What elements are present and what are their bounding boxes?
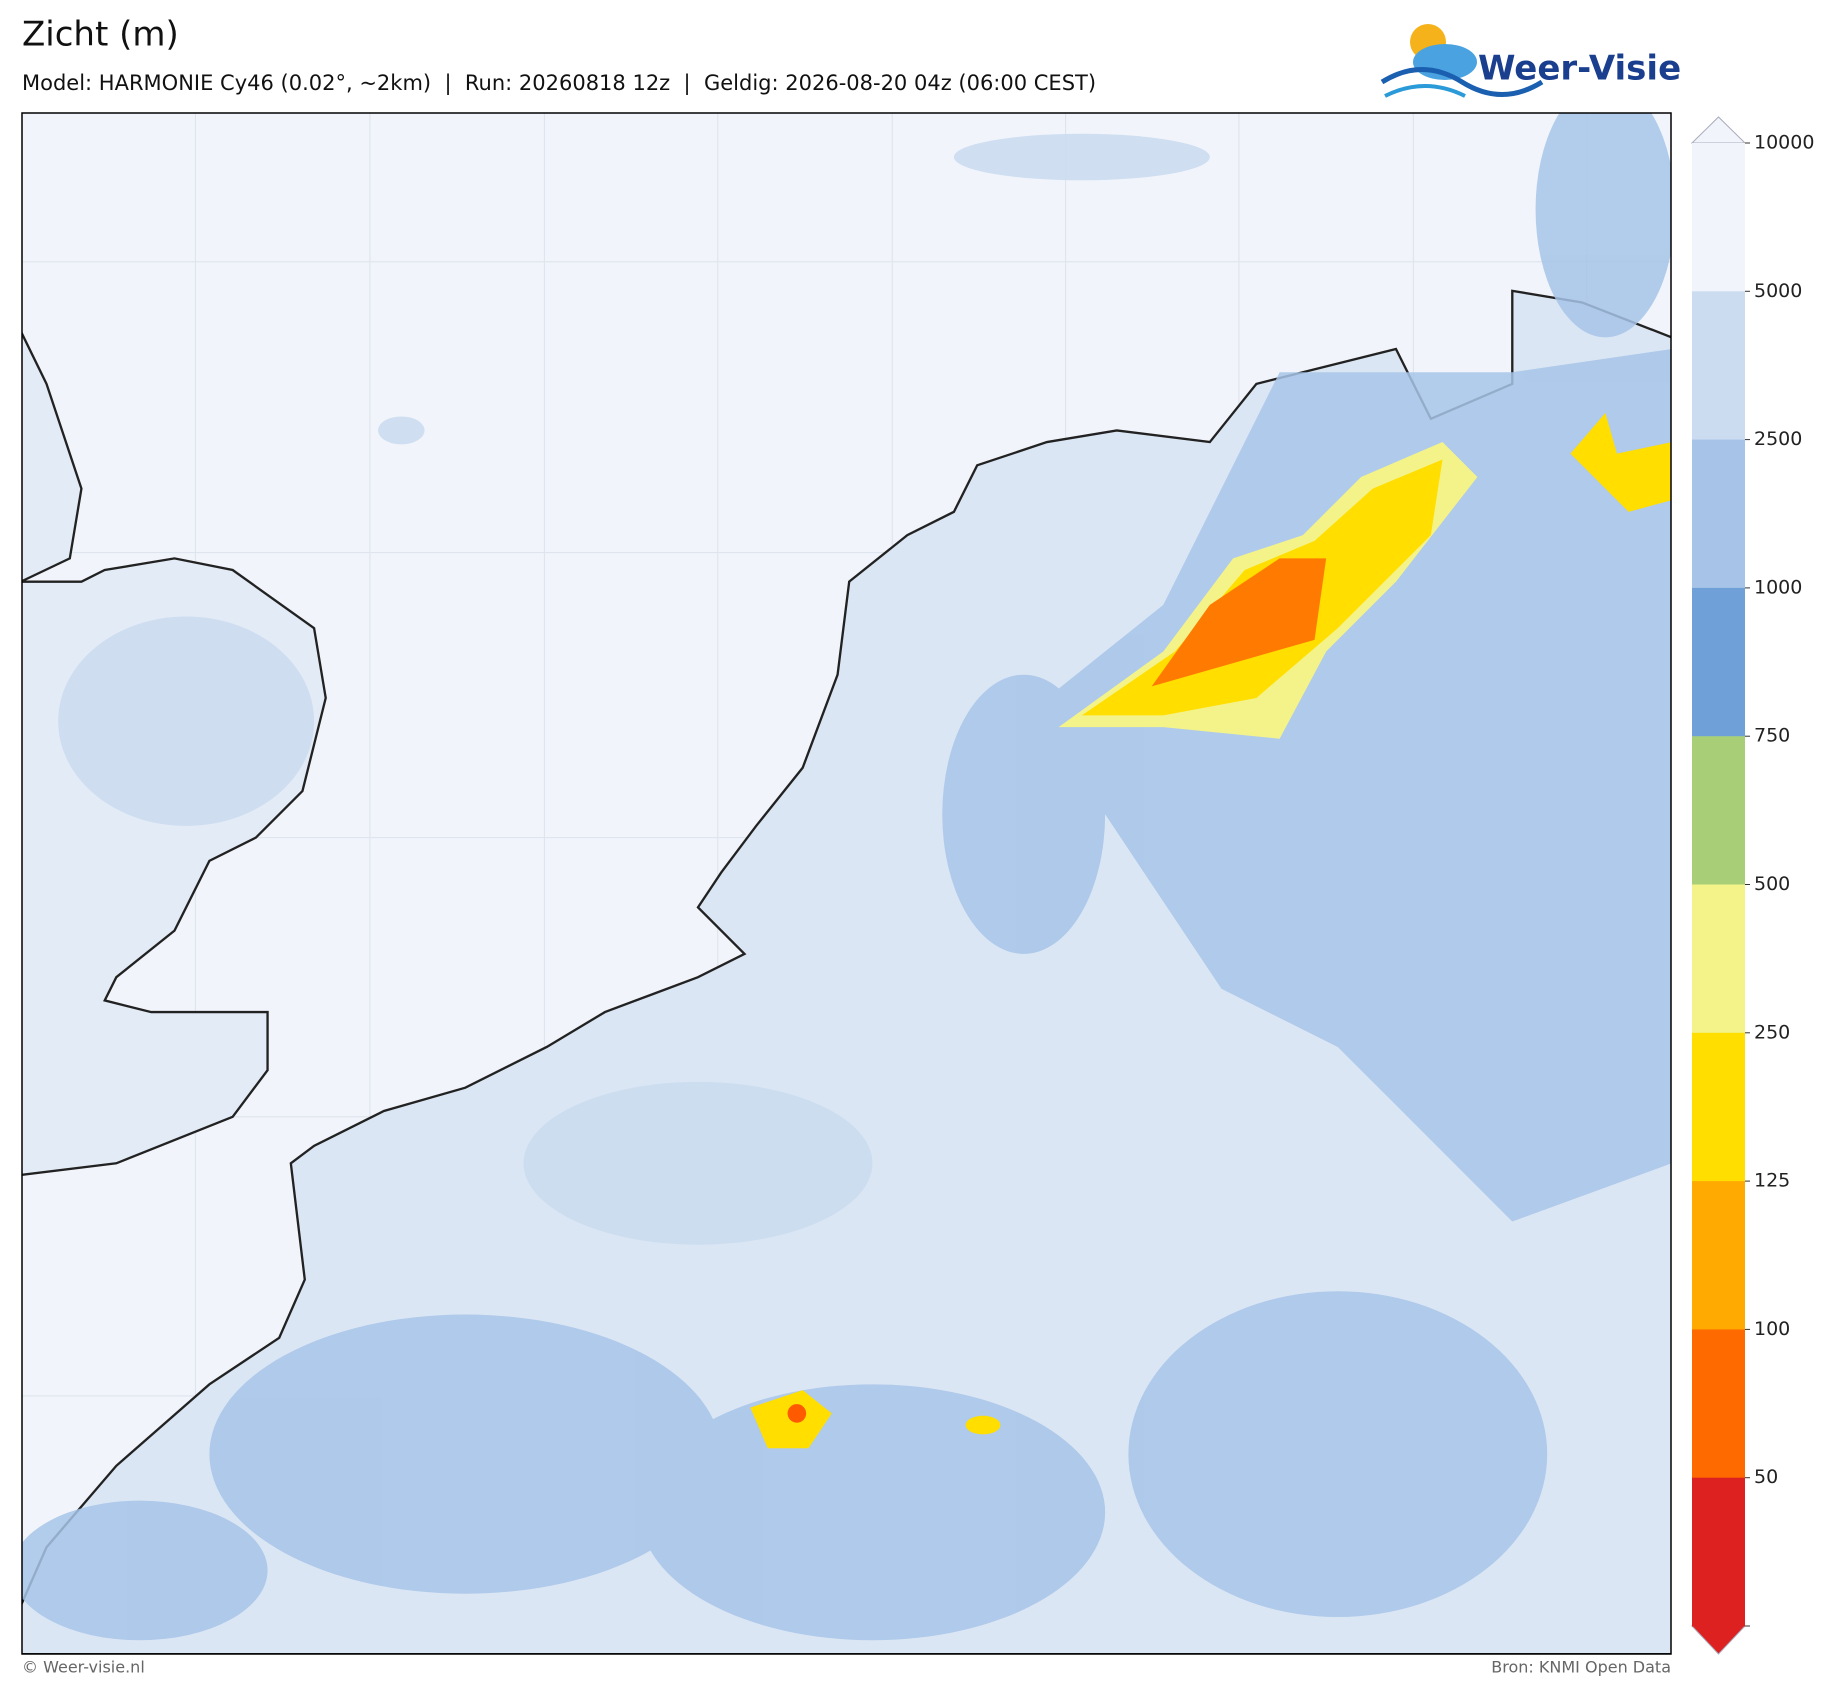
title: Zicht (m) <box>22 15 179 55</box>
colorbar-label: 2500 <box>1754 428 1802 450</box>
colorbar-label: 50 <box>1754 1466 1778 1488</box>
colorbar-label: 125 <box>1754 1170 1790 1192</box>
colorbar-label: 100 <box>1754 1318 1790 1340</box>
map <box>22 113 1671 1654</box>
colorbar-label: 500 <box>1754 873 1790 895</box>
visibility-blobs <box>22 113 1671 1641</box>
logo-wave <box>1380 67 1544 97</box>
logo-wave <box>1384 84 1466 98</box>
colorbar-extend-bottom <box>1690 1625 1747 1655</box>
colorbar-band <box>1692 1032 1745 1182</box>
colorbar: 10000 5000 2500 1000 750 500 250 125 100 50 <box>1690 116 1814 1655</box>
footer-right: Bron: KNMI Open Data <box>1491 1658 1671 1677</box>
colorbar-band <box>1692 1329 1745 1479</box>
logo-text: Weer-Visie <box>1478 49 1681 89</box>
colorbar-band <box>1692 884 1745 1034</box>
footer-left: © Weer-visie.nl <box>22 1658 145 1677</box>
logo: Weer-Visie <box>1380 24 1681 98</box>
low-visibility-area <box>965 1415 1001 1435</box>
colorbar-label: 750 <box>1754 725 1790 747</box>
map-content <box>22 113 1671 1654</box>
colorbar-label: 10000 <box>1754 132 1814 154</box>
colorbar-label: 250 <box>1754 1021 1790 1043</box>
colorbar-label: 1000 <box>1754 576 1802 598</box>
low-visibility-area <box>787 1404 807 1423</box>
colorbar-band <box>1692 291 1745 441</box>
colorbar-band <box>1692 1181 1745 1330</box>
colorbar-extend-top <box>1690 116 1747 144</box>
low-visibility-area <box>1151 558 1327 687</box>
colorbar-band <box>1692 439 1745 589</box>
colorbar-band <box>1692 736 1745 885</box>
colorbar-label: 5000 <box>1754 280 1802 302</box>
subtitle: Model: HARMONIE Cy46 (0.02°, ~2km) | Run… <box>22 71 1096 96</box>
low-visibility-area <box>1570 412 1671 512</box>
visibility-blobs-light <box>58 133 1210 1245</box>
colorbar-band <box>1692 1477 1745 1627</box>
colorbar-band <box>1692 587 1745 737</box>
map-frame <box>21 112 1672 1655</box>
colorbar-band <box>1692 143 1745 292</box>
